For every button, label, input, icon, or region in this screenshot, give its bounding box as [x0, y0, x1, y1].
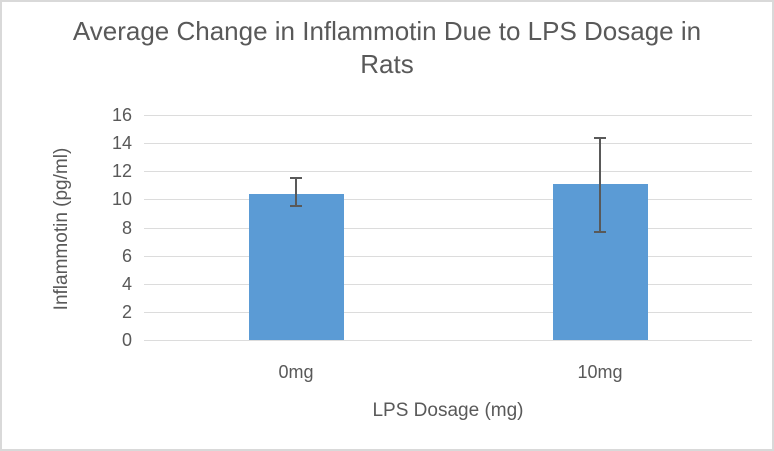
y-tick-label-0: 0: [121, 330, 132, 350]
error-bar-line-10mg: [599, 137, 601, 232]
error-bar-line-0mg: [295, 178, 297, 207]
y-tick-label-12: 12: [111, 161, 132, 182]
y-tick-label-6: 6: [121, 245, 132, 266]
error-bar-cap-top-10mg: [594, 136, 606, 139]
y-tick-label-14: 14: [111, 133, 132, 154]
error-bar-cap-bottom-10mg: [594, 230, 606, 233]
chart-title: Average Change in Inflammotin Due to LPS…: [72, 16, 702, 79]
plot-area: [144, 115, 752, 341]
y-tick-label-4: 4: [121, 273, 132, 294]
y-tick-label-16: 16: [111, 105, 132, 125]
y-tick-label-2: 2: [121, 301, 132, 322]
y-tick-label-10: 10: [111, 189, 132, 210]
gridline-y-10: [144, 199, 752, 200]
gridline-y-8: [144, 228, 752, 229]
y-tick-label-8: 8: [121, 217, 132, 238]
error-bar-cap-top-0mg: [290, 177, 302, 180]
gridline-y-0: [144, 340, 752, 341]
x-tick-label-0mg: 0mg: [278, 362, 314, 382]
gridline-y-16: [144, 115, 752, 116]
gridline-y-6: [144, 256, 752, 257]
x-axis-title: LPS Dosage (mg): [372, 400, 524, 421]
error-bar-cap-bottom-0mg: [290, 205, 302, 208]
y-axis-title: Inflammotin (pg/ml): [51, 147, 72, 311]
gridline-y-2: [144, 312, 752, 313]
gridline-y-4: [144, 284, 752, 285]
gridline-y-14: [144, 143, 752, 144]
gridline-y-12: [144, 171, 752, 172]
x-tick-label-10mg: 10mg: [577, 362, 623, 382]
bar-0mg: [248, 193, 344, 340]
